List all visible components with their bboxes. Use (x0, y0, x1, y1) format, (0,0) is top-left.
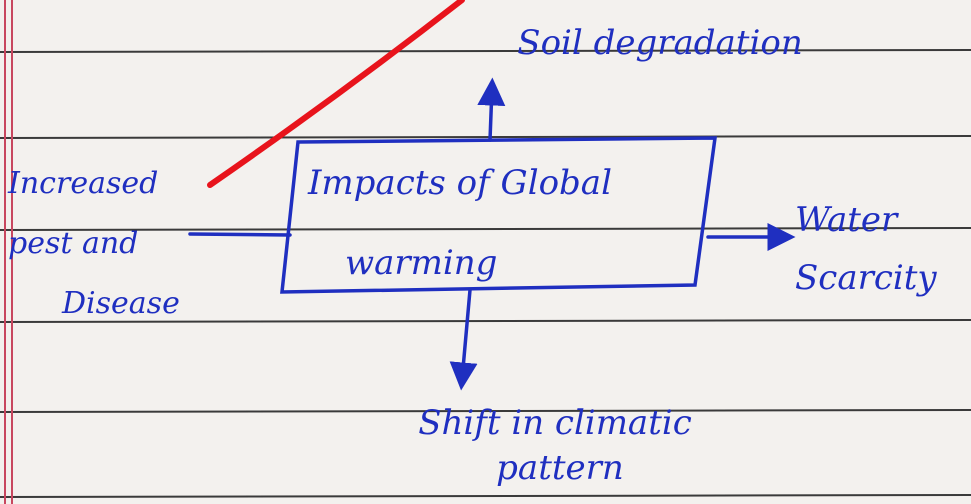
node-label: Impacts of Global (307, 163, 612, 203)
node-label: Increased (7, 166, 158, 201)
node-label: warming (345, 243, 497, 283)
node-label: Water (795, 200, 899, 240)
diagram: Soil degradation Impacts of Global warmi… (0, 0, 971, 504)
node-label: pest and (8, 226, 138, 261)
node-label: Disease (61, 286, 180, 321)
node-label: pattern (496, 448, 624, 488)
node-label: Scarcity (795, 258, 937, 298)
node-label: Soil degradation (517, 23, 802, 63)
node-label: Shift in climatic (418, 403, 692, 443)
